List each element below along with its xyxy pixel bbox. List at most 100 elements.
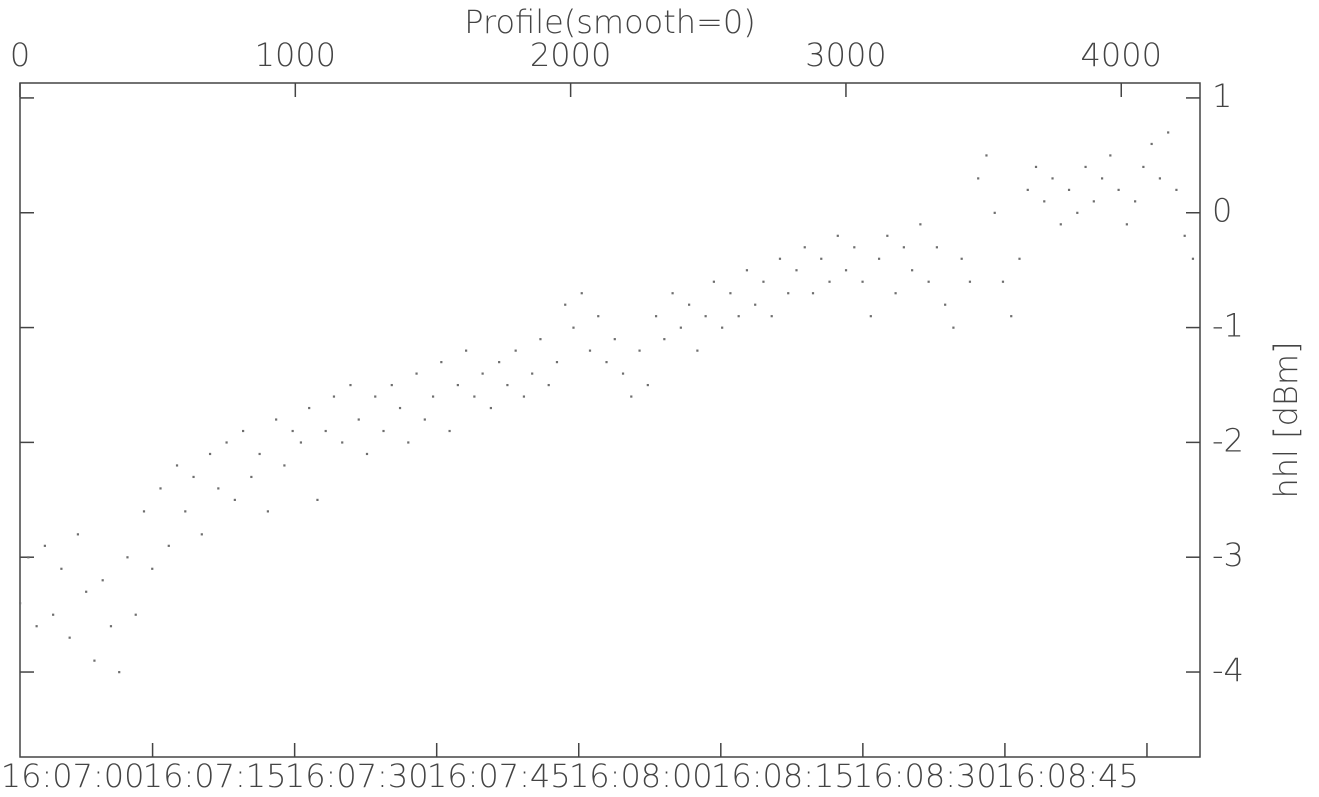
point <box>564 303 567 306</box>
x2-tick-label: 16:08:15 <box>711 757 855 795</box>
point <box>1084 165 1087 169</box>
point <box>572 326 575 329</box>
point <box>423 418 426 421</box>
point <box>935 246 938 249</box>
point <box>795 269 798 272</box>
x2-tick-label: 16:07:30 <box>285 757 429 795</box>
point <box>1092 200 1095 203</box>
point <box>101 579 104 582</box>
point <box>638 349 641 352</box>
point <box>770 315 773 318</box>
point <box>27 556 30 559</box>
chart-title: Profile(smooth=0) <box>464 3 755 41</box>
point <box>1026 188 1029 191</box>
point <box>993 211 996 214</box>
point <box>481 372 484 375</box>
point <box>968 280 972 283</box>
point <box>977 177 980 180</box>
y-tick-label: -3 <box>1212 536 1244 574</box>
point <box>836 234 839 237</box>
point <box>919 223 922 226</box>
point <box>1183 234 1186 237</box>
point <box>489 406 492 410</box>
point <box>85 590 88 593</box>
point <box>473 395 476 398</box>
point <box>1150 142 1153 146</box>
point <box>349 383 352 387</box>
point <box>35 625 38 628</box>
point <box>456 383 459 387</box>
y-tick-label: -1 <box>1212 307 1244 345</box>
point <box>597 315 600 318</box>
point <box>671 292 674 295</box>
point <box>613 338 616 341</box>
point <box>308 406 311 410</box>
point <box>175 464 179 467</box>
point <box>1167 131 1170 134</box>
point <box>365 452 369 456</box>
point <box>506 383 509 387</box>
point <box>465 349 468 352</box>
point <box>539 338 542 341</box>
point <box>828 280 831 283</box>
point <box>1034 165 1038 169</box>
point <box>250 475 253 479</box>
point <box>721 326 724 329</box>
point <box>803 246 806 249</box>
point <box>415 372 418 375</box>
point <box>1076 211 1079 214</box>
point <box>646 383 649 387</box>
x-tick-label: 1000 <box>255 36 336 74</box>
point <box>68 636 71 639</box>
point <box>737 315 740 318</box>
point <box>184 510 187 513</box>
point <box>225 441 228 444</box>
point <box>258 452 261 456</box>
point <box>217 487 220 490</box>
point <box>555 361 559 364</box>
point <box>1067 188 1071 191</box>
point <box>134 613 137 616</box>
point <box>1117 188 1120 191</box>
x2-tick-label: 16:08:00 <box>569 757 713 795</box>
point <box>19 602 22 605</box>
point <box>869 315 872 318</box>
point <box>324 429 327 433</box>
point <box>952 326 955 329</box>
point <box>514 349 517 352</box>
x-tick-label: 0 <box>10 36 30 74</box>
point <box>275 418 278 421</box>
point <box>76 533 80 536</box>
point <box>118 671 121 674</box>
point <box>820 257 823 260</box>
x-tick-label: 2000 <box>530 36 611 74</box>
point <box>853 246 856 249</box>
plot-frame <box>19 82 1201 758</box>
point <box>266 510 269 513</box>
point <box>151 567 154 570</box>
point <box>1051 177 1054 180</box>
point <box>654 315 658 318</box>
point <box>448 429 451 433</box>
point <box>52 613 55 616</box>
point <box>944 303 947 306</box>
point <box>126 556 129 559</box>
point <box>233 498 236 502</box>
point <box>109 625 113 628</box>
point <box>580 292 583 295</box>
point <box>1142 165 1145 169</box>
point <box>894 292 897 295</box>
point <box>374 395 377 398</box>
y-tick-label: 0 <box>1212 192 1232 230</box>
point <box>1010 315 1013 318</box>
point <box>60 567 63 570</box>
point <box>200 533 203 536</box>
point <box>547 383 550 387</box>
point <box>159 487 162 490</box>
point <box>283 464 286 467</box>
point <box>242 429 245 433</box>
point <box>588 349 592 352</box>
point <box>167 544 170 547</box>
x2-tick-label: 16:08:45 <box>995 757 1139 795</box>
point <box>1134 200 1137 203</box>
